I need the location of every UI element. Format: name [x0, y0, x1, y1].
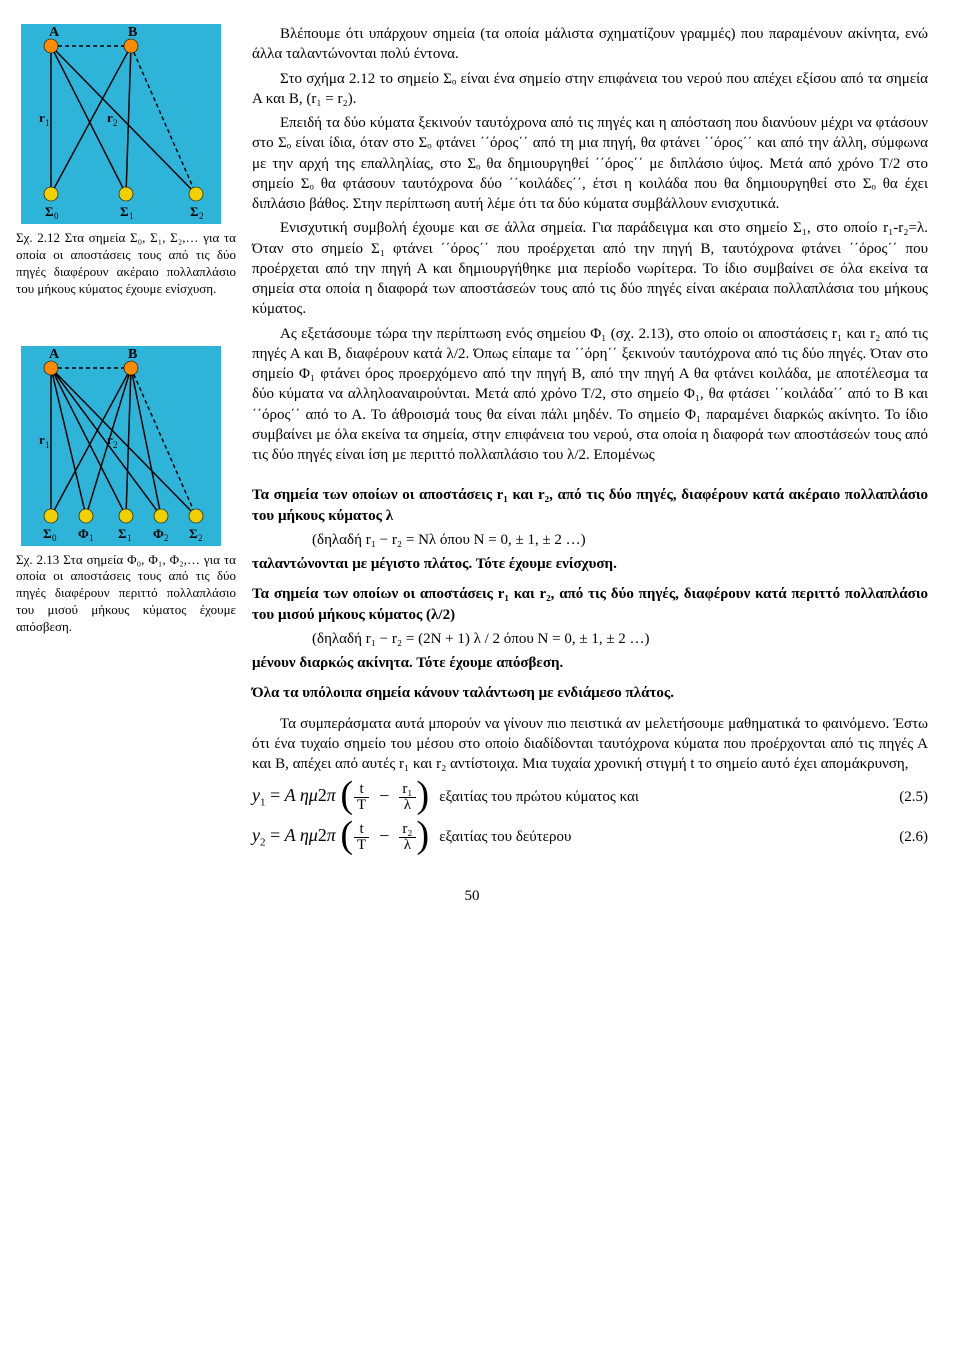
svg-text:Σ: Σ	[45, 204, 54, 219]
page-number: 50	[16, 886, 928, 906]
svg-text:2: 2	[199, 211, 204, 221]
para6: Τα συμπεράσματα αυτά μπορούν να γίνουν π…	[252, 714, 928, 775]
svg-text:1: 1	[127, 533, 132, 543]
svg-text:1: 1	[45, 118, 50, 128]
svg-text:Σ: Σ	[120, 204, 129, 219]
block3: Όλα τα υπόλοιπα σημεία κάνουν ταλάντωση …	[252, 683, 928, 703]
svg-text:0: 0	[52, 533, 57, 543]
block1-equation: (δηλαδή r₁ − r₂ = Nλ όπου N = 0, ± 1, ± …	[252, 530, 928, 550]
svg-text:2: 2	[198, 533, 203, 543]
block1-line-b: ταλαντώνονται με μέγιστο πλάτος. Τότε έχ…	[252, 554, 928, 574]
svg-text:2: 2	[164, 533, 169, 543]
figure-2-13-svg: A B r 1 r 2 Σ 0 Φ 1 Σ 1 Φ 2 Σ 2	[21, 346, 221, 546]
left-column: A B r 1 r 2 Σ 0 Σ 1 Σ 2 Σχ. 2.12 Στα σημ…	[16, 24, 236, 860]
eq1-num: (2.5)	[878, 787, 928, 807]
svg-text:2: 2	[113, 118, 118, 128]
destructive-block: Τα σημεία των οποίων οι αποστάσεις r₁ κα…	[252, 584, 928, 673]
caption-2-12: Σχ. 2.12 Στα σημεία Σ₀, Σ₁, Σ₂,… για τα …	[16, 230, 236, 298]
para3: Επειδή τα δύο κύματα ξεκινούν ταυτόχρονα…	[252, 113, 928, 214]
caption-2-13: Σχ. 2.13 Στα σημεία Φ₀, Φ₁, Φ₂,… για τα …	[16, 552, 236, 636]
svg-text:Σ: Σ	[118, 526, 127, 541]
equation-2-6: y2 = Α ημ2π ( tT − r₂λ ) εξαιτίας του δε…	[252, 820, 928, 854]
eq2-lhs: y2 = Α ημ2π ( tT − r₂λ )	[252, 820, 439, 854]
para4: Ενισχυτική συμβολή έχουμε και σε άλλα ση…	[252, 218, 928, 319]
svg-text:A: A	[49, 25, 60, 40]
eq2-desc: εξαιτίας του δεύτερου	[439, 827, 878, 847]
figure-2-12: A B r 1 r 2 Σ 0 Σ 1 Σ 2	[21, 24, 231, 224]
figure-2-12-svg: A B r 1 r 2 Σ 0 Σ 1 Σ 2	[21, 24, 221, 224]
block1-line-a: Τα σημεία των οποίων οι αποστάσεις r₁ κα…	[252, 485, 928, 526]
constructive-block: Τα σημεία των οποίων οι αποστάσεις r₁ κα…	[252, 485, 928, 574]
svg-text:Σ: Σ	[189, 526, 198, 541]
equation-2-5: y1 = Α ημ2π ( tT − r₁λ ) εξαιτίας του πρ…	[252, 780, 928, 814]
svg-text:2: 2	[113, 440, 118, 450]
figure-2-13: A B r 1 r 2 Σ 0 Φ 1 Σ 1 Φ 2 Σ 2	[21, 346, 231, 546]
eq1-desc: εξαιτίας του πρώτου κύματος και	[439, 787, 878, 807]
svg-text:Σ: Σ	[43, 526, 52, 541]
eq2-num: (2.6)	[878, 827, 928, 847]
para2: Στο σχήμα 2.12 το σημείο Σₒ είναι ένα ση…	[252, 69, 928, 110]
right-column: Βλέπουμε ότι υπάρχουν σημεία (τα οποία μ…	[252, 24, 928, 860]
block2-line-b: μένουν διαρκώς ακίνητα. Τότε έχουμε απόσ…	[252, 653, 928, 673]
svg-text:B: B	[128, 347, 137, 362]
para5: Ας εξετάσουμε τώρα την περίπτωση ενός ση…	[252, 324, 928, 466]
svg-text:1: 1	[89, 533, 94, 543]
block2-line-a: Τα σημεία των οποίων οι αποστάσεις r₁ κα…	[252, 584, 928, 625]
eq1-lhs: y1 = Α ημ2π ( tT − r₁λ )	[252, 780, 439, 814]
svg-text:A: A	[49, 347, 60, 362]
svg-text:Φ: Φ	[153, 526, 164, 541]
svg-text:Φ: Φ	[78, 526, 89, 541]
block2-equation: (δηλαδή r₁ − r₂ = (2N + 1) λ / 2 όπου N …	[252, 629, 928, 649]
svg-text:1: 1	[45, 440, 50, 450]
para1: Βλέπουμε ότι υπάρχουν σημεία (τα οποία μ…	[252, 24, 928, 65]
svg-text:0: 0	[54, 211, 59, 221]
svg-text:Σ: Σ	[190, 204, 199, 219]
top-row: A B r 1 r 2 Σ 0 Σ 1 Σ 2 Σχ. 2.12 Στα σημ…	[16, 24, 928, 860]
svg-text:1: 1	[129, 211, 134, 221]
svg-text:B: B	[128, 25, 137, 40]
